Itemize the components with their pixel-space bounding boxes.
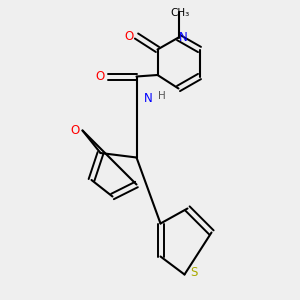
Text: CH₃: CH₃ bbox=[170, 8, 190, 19]
Text: O: O bbox=[124, 29, 134, 43]
Text: O: O bbox=[96, 70, 105, 83]
Text: H: H bbox=[158, 91, 166, 101]
Text: O: O bbox=[70, 124, 80, 137]
Text: S: S bbox=[190, 266, 197, 280]
Text: N: N bbox=[178, 31, 188, 44]
Text: N: N bbox=[144, 92, 153, 106]
